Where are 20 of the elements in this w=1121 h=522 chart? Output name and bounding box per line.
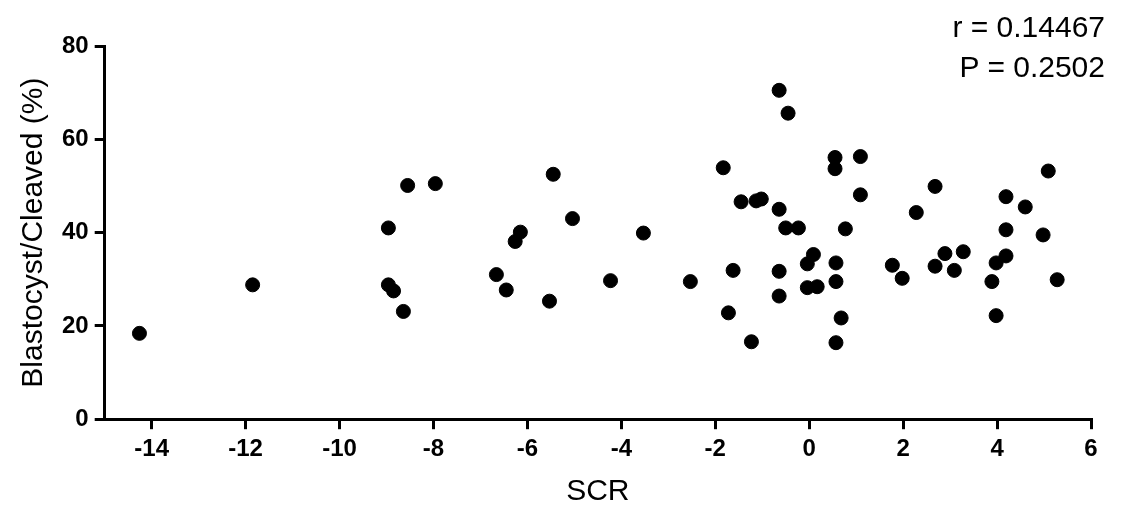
x-tick-label: -12 (228, 434, 263, 462)
x-tick-label: -14 (134, 434, 170, 462)
x-axis-title: SCR (566, 473, 630, 507)
x-tick-label: 2 (896, 434, 910, 462)
y-tick-label: 80 (61, 30, 89, 58)
x-tick-label: 4 (990, 434, 1005, 462)
x-tick-label: -6 (516, 434, 539, 462)
annotation: P = 0.2502 (959, 50, 1105, 84)
x-tick-label: 6 (1084, 434, 1098, 462)
x-tick-label: -8 (422, 434, 445, 462)
x-tick-label: -10 (322, 434, 357, 462)
x-tick-label: -4 (610, 434, 633, 462)
y-axis-title: Blastocyst/Cleaved (%) (15, 77, 49, 388)
x-tick-label: -2 (704, 434, 726, 462)
y-tick-label: 60 (61, 123, 89, 151)
text: r = 0.14467 (952, 10, 1105, 44)
y-tick-label: 0 (75, 403, 89, 431)
y-tick-label: 40 (61, 217, 89, 245)
x-tick-label: 0 (802, 434, 816, 462)
y-tick-label: 20 (61, 310, 89, 338)
